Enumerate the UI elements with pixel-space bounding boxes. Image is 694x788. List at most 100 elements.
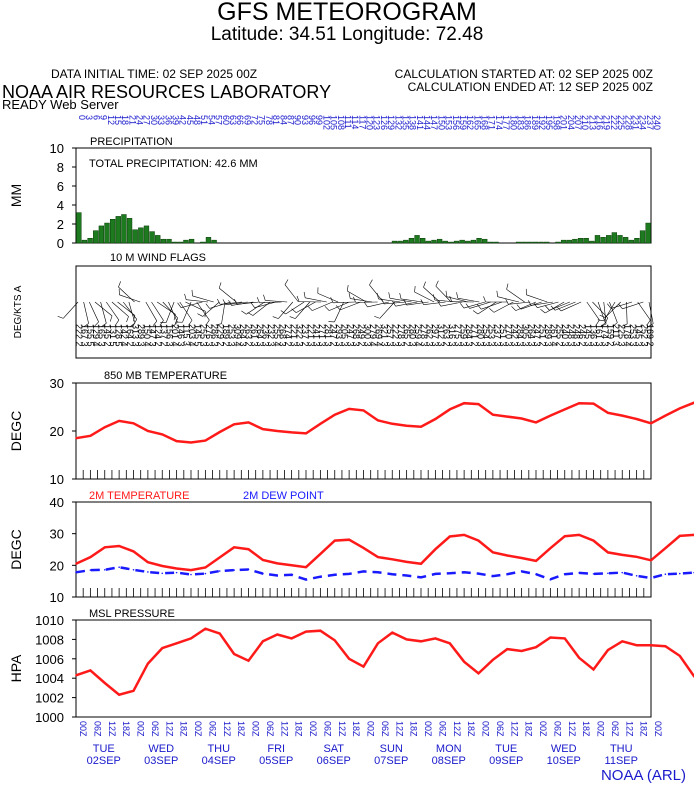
top-hour-label: 237 <box>645 115 655 130</box>
t2m-dew-line-point <box>132 568 135 571</box>
precip-bar <box>453 240 460 244</box>
wind-barb-flag <box>533 302 538 308</box>
t2m-dew-line-point <box>204 572 207 575</box>
wind-barb <box>508 301 531 305</box>
t850-line-point <box>132 422 135 425</box>
bottom-hour-label: 18Z <box>581 721 591 737</box>
wind-value-label: 255 3 <box>198 324 208 347</box>
wind-value-label: 242 3 <box>509 324 519 347</box>
wind-barb <box>531 301 553 306</box>
top-hour-label: 234 <box>638 115 648 130</box>
top-hour-label: 168 <box>480 115 490 130</box>
t2m-temp-line-point <box>348 538 350 541</box>
t850-line-point <box>377 419 379 422</box>
precip-bar <box>577 238 584 244</box>
precip-bar <box>515 241 522 244</box>
t850-line-point <box>305 432 307 435</box>
precip-bar <box>420 238 426 244</box>
wind-value-label: 264 3 <box>526 324 536 347</box>
precip-bar <box>544 241 550 244</box>
t850-ytick-label: 10 <box>50 472 64 487</box>
t2m-temp-line-point <box>218 556 221 559</box>
wind-value-label: 261 4 <box>549 324 559 347</box>
wind-barb <box>220 301 242 305</box>
wind-barb-flag <box>218 282 222 289</box>
wind-barb <box>285 301 305 315</box>
pressure-ytick-label: 1008 <box>35 632 64 647</box>
bottom-hour-label: 00Z <box>136 721 146 737</box>
wind-value-label: 264 3 <box>255 324 265 347</box>
top-hour-label: 57 <box>214 115 224 125</box>
precip-bar <box>149 231 155 244</box>
wind-value-label: 313 3 <box>131 324 141 347</box>
precip-frame <box>75 147 652 244</box>
wind-barb <box>219 287 237 303</box>
bottom-hour-label: 18Z <box>524 721 534 737</box>
t2m-dew-line-point <box>247 568 250 571</box>
wind-barb <box>603 301 616 322</box>
top-hour-label: 36 <box>163 115 173 125</box>
wind-value-label: 254 3 <box>481 324 491 347</box>
wind-barb <box>128 301 136 324</box>
server-name: READY Web Server <box>2 97 119 112</box>
wind-barb-flag <box>607 303 612 309</box>
t2m-frame <box>75 501 652 598</box>
wind-barb-flag <box>324 306 330 311</box>
wind-barb <box>284 284 299 303</box>
top-hour-label: 12 <box>106 115 116 125</box>
wind-value-label: 225 3 <box>617 324 627 347</box>
precip-bar <box>566 239 572 244</box>
wind-barb-flag <box>191 289 193 296</box>
pressure-line-point <box>118 693 120 696</box>
wind-barb-flag <box>263 294 266 301</box>
wind-barb-flag <box>363 301 368 308</box>
wind-barb <box>497 296 520 303</box>
calculation-ended: CALCULATION ENDED AT: 12 SEP 2025 00Z <box>407 80 653 94</box>
pressure-line-point <box>103 682 106 684</box>
bottom-hour-label: 12Z <box>222 721 232 737</box>
t2m-temp-line-point <box>664 547 667 550</box>
wind-barb <box>122 301 138 320</box>
precip-bar <box>155 235 161 244</box>
pressure-line-point <box>506 648 509 650</box>
wind-barb-flag <box>330 297 334 303</box>
t2m-dew-line-point <box>650 577 652 579</box>
day-of-week-label: THU <box>207 743 230 755</box>
top-hour-label: 9 <box>99 115 109 120</box>
bottom-hour-label: 06Z <box>265 721 275 737</box>
t850-line-point <box>247 421 250 424</box>
pressure-line-point <box>348 658 350 660</box>
precip-bar <box>408 238 415 244</box>
top-hour-label: 24 <box>135 115 145 125</box>
pressure-ytick-label: 1006 <box>35 652 64 667</box>
precip-bar <box>594 235 601 244</box>
t850-line-point <box>233 423 235 426</box>
wind-value-label: 276 3 <box>204 324 214 347</box>
bottom-hour-label: 18Z <box>409 721 419 737</box>
t850-line-point <box>492 413 494 416</box>
top-hour-label: 54 <box>206 115 216 125</box>
t850-line-point <box>477 403 480 405</box>
wind-barb <box>610 301 633 309</box>
wind-value-label: 264 3 <box>238 324 248 347</box>
wind-barb-flag <box>527 300 532 306</box>
t2m-temp-line-point <box>362 547 365 549</box>
wind-barb-flag <box>646 319 651 326</box>
wind-barb-flag <box>388 292 391 299</box>
top-hour-label: 18 <box>120 115 130 125</box>
wind-value-label: 271 2 <box>470 324 480 347</box>
bottom-hour-label: 12Z <box>452 721 462 737</box>
lab-name: NOAA AIR RESOURCES LABORATORY <box>2 82 332 102</box>
top-hour-label: 27 <box>142 115 152 125</box>
bottom-hour-label: 12Z <box>164 721 174 737</box>
bottom-hour-label: 18Z <box>121 721 131 737</box>
top-hour-label: 207 <box>573 115 583 130</box>
top-hour-label: 129 <box>386 115 396 130</box>
wind-barb-flag <box>205 319 210 326</box>
wind-barb-flag <box>472 310 479 315</box>
t2m-dew-line-point <box>405 574 408 577</box>
pressure-line-point <box>190 637 192 640</box>
wind-barb <box>603 301 607 324</box>
pressure-line-point <box>262 640 264 643</box>
pressure-line-point <box>233 653 235 655</box>
